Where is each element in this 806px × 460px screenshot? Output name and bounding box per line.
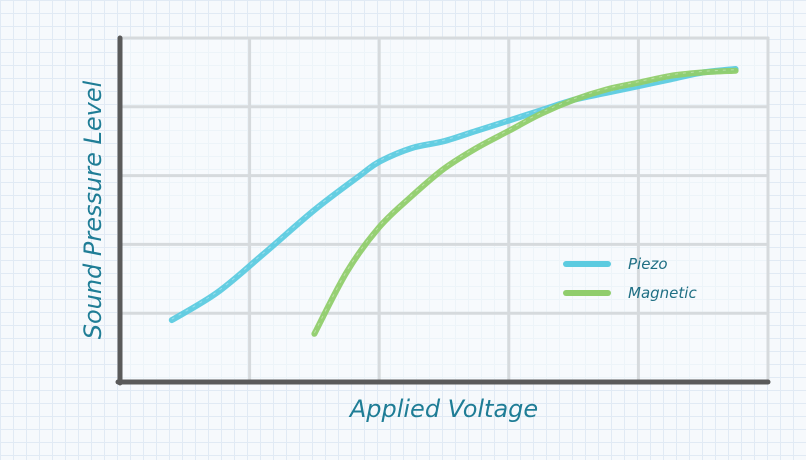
- legend: Piezo Magnetic: [563, 255, 697, 302]
- legend-label-magnetic: Magnetic: [628, 284, 697, 302]
- gridlines: [118, 36, 770, 384]
- x-axis-title: Applied Voltage: [348, 395, 538, 423]
- series-line-texture-magnetic: [313, 69, 736, 334]
- series-lines: [168, 66, 739, 337]
- series-line-piezo: [168, 66, 739, 324]
- legend-label-piezo: Piezo: [628, 255, 668, 273]
- axes: [115, 35, 771, 386]
- plot-area: [120, 38, 768, 382]
- series-line-magnetic: [311, 67, 739, 337]
- y-axis-title: Sound Pressure Level: [79, 80, 107, 339]
